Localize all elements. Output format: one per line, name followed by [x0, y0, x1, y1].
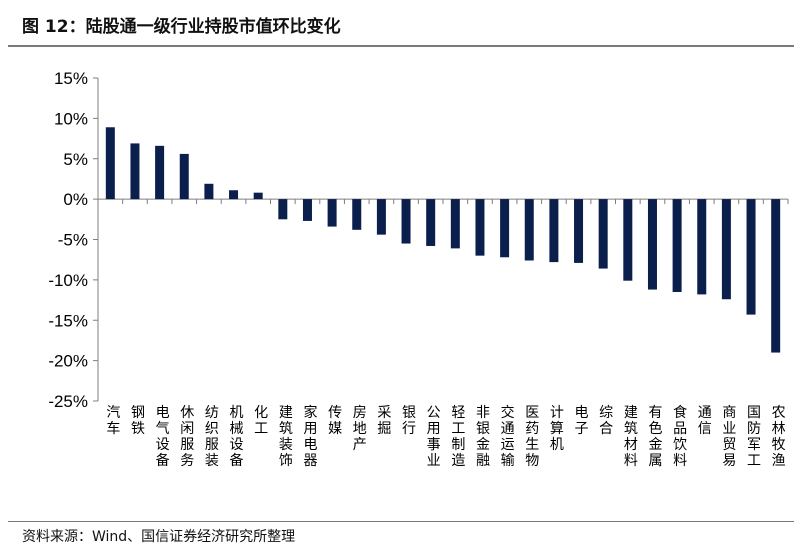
- category-label: 采掘: [377, 405, 391, 437]
- category-label: 电子: [575, 405, 589, 437]
- category-label: 食品饮料: [673, 404, 687, 469]
- bar: [376, 199, 386, 235]
- bar: [672, 199, 682, 292]
- category-label: 钢铁: [131, 405, 145, 437]
- bar: [771, 199, 781, 353]
- y-tick-label: 10%: [54, 109, 88, 128]
- bar: [721, 199, 731, 300]
- bar: [105, 127, 115, 200]
- category-label: 国防军工: [747, 405, 761, 469]
- bottom-rule: [8, 521, 794, 522]
- bar: [253, 192, 263, 200]
- category-label: 建筑装饰: [279, 405, 293, 469]
- bars: [105, 127, 781, 353]
- top-rule: [8, 45, 794, 47]
- bar: [179, 153, 189, 200]
- bar: [475, 199, 485, 256]
- category-label: 交通运输: [501, 404, 515, 469]
- category-label: 计算机: [550, 405, 564, 453]
- title-bar: 图 12：陆股通一级行业持股市值环比变化: [0, 0, 800, 44]
- y-tick-label: -25%: [48, 392, 88, 411]
- category-label: 综合: [599, 405, 613, 437]
- category-label: 传媒: [328, 405, 342, 437]
- figure-title: 图 12：陆股通一级行业持股市值环比变化: [22, 17, 341, 37]
- bar: [549, 199, 559, 263]
- bar: [130, 143, 140, 200]
- category-label: 农林牧渔: [772, 405, 786, 469]
- axes: [93, 77, 789, 402]
- category-label: 轻工制造: [451, 405, 465, 469]
- bar: [524, 199, 534, 261]
- y-tick-label: 0%: [63, 190, 88, 209]
- bar: [500, 199, 510, 258]
- y-tick-label: -5%: [58, 231, 88, 250]
- bar: [623, 199, 633, 281]
- y-tick-label: -10%: [48, 271, 88, 290]
- bar: [697, 199, 707, 295]
- bar: [647, 199, 657, 290]
- category-label: 机械设备: [230, 405, 244, 469]
- x-category-labels: 汽车钢铁电气设备休闲服务纺织服装机械设备化工建筑装饰家用电器传媒房地产采掘银行公…: [106, 404, 785, 469]
- y-tick-label: 5%: [63, 150, 88, 169]
- category-label: 通信: [698, 405, 712, 437]
- bar: [352, 199, 362, 230]
- category-label: 休闲服务: [180, 405, 194, 469]
- category-label: 家用电器: [303, 404, 317, 469]
- category-label: 化工: [254, 405, 268, 437]
- bar: [278, 199, 288, 220]
- bar: [746, 199, 756, 315]
- category-label: 有色金属: [648, 405, 662, 469]
- bar: [574, 199, 584, 263]
- y-tick-labels: 15% 10% 5% 0% -5% -10% -15% -20% -25%: [48, 69, 88, 411]
- category-label: 公用事业: [427, 405, 441, 469]
- category-label: 房地产: [353, 405, 367, 453]
- bar: [155, 145, 165, 200]
- source-note: 资料来源：Wind、国信证券经济研究所整理: [22, 529, 296, 545]
- category-label: 建筑材料: [624, 405, 638, 469]
- y-tick-label: -20%: [48, 352, 88, 371]
- bar: [401, 199, 411, 244]
- category-label: 非银金融: [476, 405, 490, 469]
- category-label: 医药生物: [525, 405, 539, 469]
- category-label: 商业贸易: [722, 405, 736, 469]
- bar: [426, 199, 436, 246]
- bar: [229, 190, 239, 200]
- bar: [598, 199, 608, 269]
- y-tick-label: -15%: [48, 311, 88, 330]
- y-tick-label: 15%: [54, 69, 88, 88]
- bar: [327, 199, 337, 227]
- bar-chart: 15% 10% 5% 0% -5% -10% -15% -20% -25% 汽车钢铁电气设备休闲…: [48, 69, 789, 469]
- bar: [450, 199, 460, 249]
- category-label: 纺织服装: [205, 405, 219, 469]
- category-label: 电气设备: [156, 405, 170, 469]
- bar: [302, 199, 312, 221]
- category-label: 汽车: [106, 405, 120, 437]
- bar: [204, 183, 214, 200]
- category-label: 银行: [402, 405, 416, 437]
